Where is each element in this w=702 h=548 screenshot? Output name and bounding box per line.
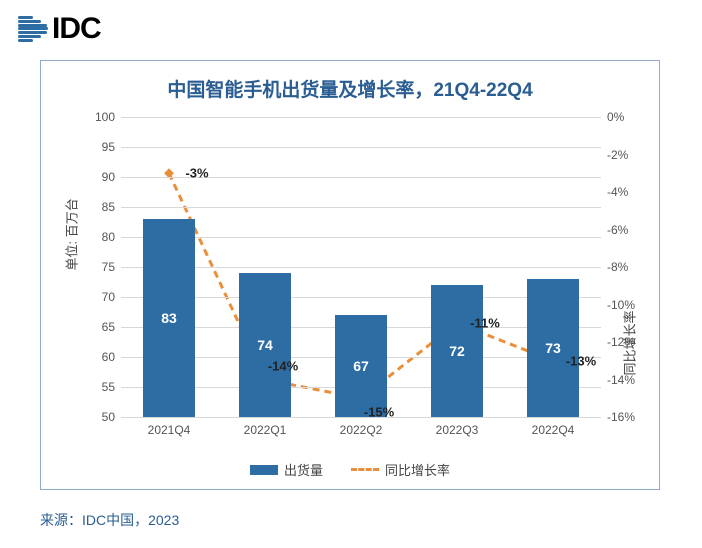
- y-left-tick-label: 75: [102, 260, 121, 274]
- bar-value-label: 67: [335, 358, 388, 374]
- legend-swatch-line: [351, 468, 379, 471]
- plot-area: 505560657075808590951000%-2%-4%-6%-8%-10…: [121, 117, 601, 417]
- line-data-label: -3%: [185, 166, 208, 181]
- y-left-tick-label: 90: [102, 170, 121, 184]
- idc-logo: IDC: [18, 12, 101, 46]
- y-left-tick-label: 70: [102, 290, 121, 304]
- bar-value-label: 74: [239, 337, 292, 353]
- bar: 73: [527, 279, 580, 417]
- x-tick-label: 2022Q3: [436, 417, 479, 437]
- grid-line: [121, 117, 601, 118]
- source-text: 来源：IDC中国，2023: [40, 510, 179, 530]
- y-left-tick-label: 60: [102, 350, 121, 364]
- y-left-tick-label: 65: [102, 320, 121, 334]
- legend-label-bar: 出货量: [284, 460, 323, 479]
- y-left-axis-title: 单位: 百万台: [62, 198, 81, 270]
- y-right-tick-label: -12%: [601, 335, 635, 349]
- y-right-tick-label: -2%: [601, 148, 628, 162]
- bar-value-label: 83: [143, 310, 196, 326]
- grid-line: [121, 147, 601, 148]
- y-left-tick-label: 50: [102, 410, 121, 424]
- chart-container: 中国智能手机出货量及增长率，21Q4-22Q4 单位: 百万台 同比增长率 50…: [40, 60, 660, 490]
- line-data-label: -11%: [470, 316, 500, 331]
- y-right-tick-label: -16%: [601, 410, 635, 424]
- y-left-tick-label: 80: [102, 230, 121, 244]
- x-tick-label: 2021Q4: [148, 417, 191, 437]
- idc-logo-text: IDC: [52, 12, 101, 46]
- line-data-label: -13%: [566, 353, 596, 368]
- idc-logo-mark: [18, 14, 48, 44]
- y-left-tick-label: 95: [102, 140, 121, 154]
- line-data-label: -15%: [364, 405, 394, 420]
- y-left-tick-label: 100: [95, 110, 121, 124]
- legend-item-line: 同比增长率: [351, 460, 450, 479]
- x-tick-label: 2022Q2: [340, 417, 383, 437]
- x-tick-label: 2022Q4: [532, 417, 575, 437]
- y-left-tick-label: 55: [102, 380, 121, 394]
- y-right-tick-label: 0%: [601, 110, 624, 124]
- bar: 74: [239, 273, 292, 417]
- legend: 出货量 同比增长率: [41, 460, 659, 479]
- chart-title: 中国智能手机出货量及增长率，21Q4-22Q4: [41, 61, 659, 102]
- y-right-tick-label: -6%: [601, 223, 628, 237]
- y-right-tick-label: -10%: [601, 298, 635, 312]
- y-left-tick-label: 85: [102, 200, 121, 214]
- legend-swatch-bar: [250, 465, 278, 475]
- bar: 67: [335, 315, 388, 417]
- line-data-label: -14%: [268, 358, 298, 373]
- bar-value-label: 72: [431, 343, 484, 359]
- legend-item-bar: 出货量: [250, 460, 323, 479]
- bar: 72: [431, 285, 484, 417]
- y-right-tick-label: -8%: [601, 260, 628, 274]
- x-tick-label: 2022Q1: [244, 417, 287, 437]
- y-right-tick-label: -14%: [601, 373, 635, 387]
- y-right-tick-label: -4%: [601, 185, 628, 199]
- bar: 83: [143, 219, 196, 417]
- grid-line: [121, 207, 601, 208]
- legend-label-line: 同比增长率: [385, 460, 450, 479]
